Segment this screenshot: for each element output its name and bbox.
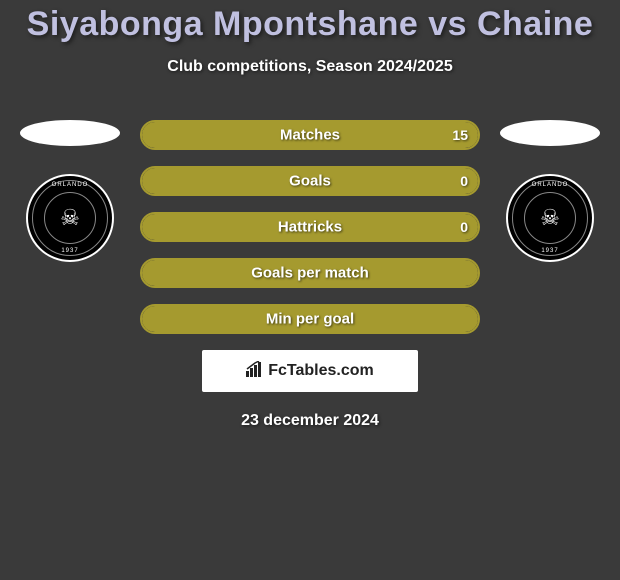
stat-bar: Goals 0 [140, 166, 480, 196]
bar-label: Min per goal [266, 311, 354, 328]
badge-inner-ring [524, 192, 576, 244]
stat-bar: Hattricks 0 [140, 212, 480, 242]
player-right-column: ORLANDO ☠ 1937 [500, 120, 600, 262]
bar-label: Goals [289, 173, 331, 190]
bar-label: Goals per match [251, 265, 369, 282]
brand-text: FcTables.com [268, 362, 374, 380]
badge-bottom-text: 1937 [61, 248, 78, 254]
stat-bar: Matches 15 [140, 120, 480, 150]
stats-bars: Matches 15 Goals 0 Hattricks 0 Goals per match… [140, 120, 480, 334]
chart-icon [246, 361, 264, 382]
subtitle: Club competitions, Season 2024/2025 [0, 58, 620, 76]
bar-value-right: 0 [460, 219, 468, 235]
chart-icon-svg [246, 361, 264, 377]
player-left-avatar-placeholder [20, 120, 120, 146]
stat-bar: Min per goal [140, 304, 480, 334]
infographic-container: Siyabonga Mpontshane vs Chaine Club comp… [0, 0, 620, 430]
badge-inner-ring [44, 192, 96, 244]
brand-badge[interactable]: FcTables.com [202, 350, 418, 392]
page-title: Siyabonga Mpontshane vs Chaine [0, 5, 620, 44]
player-right-club-badge: ORLANDO ☠ 1937 [506, 174, 594, 262]
player-right-avatar-placeholder [500, 120, 600, 146]
stat-bar: Goals per match [140, 258, 480, 288]
bar-label: Matches [280, 127, 340, 144]
badge-bottom-text: 1937 [541, 248, 558, 254]
badge-top-text: ORLANDO [532, 182, 569, 188]
comparison-row: ORLANDO ☠ 1937 Matches 15 Goals 0 Hattricks 0… [0, 120, 620, 334]
bar-value-right: 0 [460, 173, 468, 189]
player-left-club-badge: ORLANDO ☠ 1937 [26, 174, 114, 262]
player-left-column: ORLANDO ☠ 1937 [20, 120, 120, 262]
bar-value-right: 15 [452, 127, 468, 143]
bar-label: Hattricks [278, 219, 342, 236]
footer-date: 23 december 2024 [0, 412, 620, 430]
badge-top-text: ORLANDO [52, 182, 89, 188]
